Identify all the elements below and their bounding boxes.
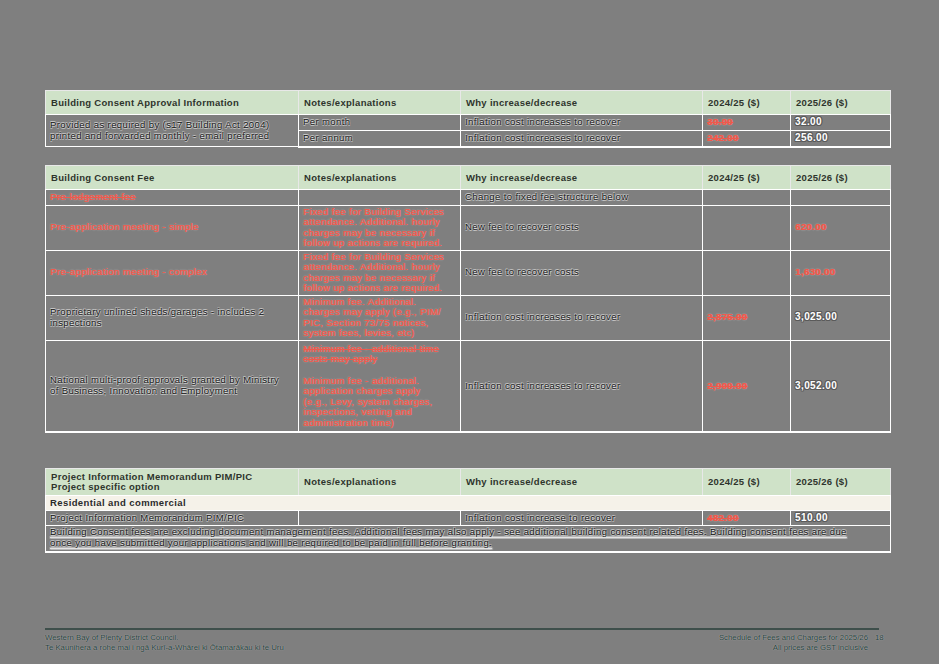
col-notes: Notes/explanations (299, 166, 461, 190)
table1-header-row: Building Consent Approval Information No… (46, 91, 891, 115)
fee-why: Inflation cost increases to recover (461, 340, 703, 432)
fee-notes: Fixed fee for Building Services attendan… (299, 250, 461, 295)
footer-doc-title: Schedule of Fees and Charges for 2025/26 (719, 633, 868, 643)
fee-notes: Per annum (299, 130, 461, 146)
building-consent-fee-table: Building Consent Fee Notes/explanations … (45, 165, 891, 433)
fee-new-value (791, 190, 891, 206)
col-2024: 2024/25 ($) (703, 91, 791, 115)
fee-old-value: 2,875.00 (703, 295, 791, 340)
footer-org: Western Bay of Plenty District Council. … (45, 633, 284, 652)
col-2024: 2024/25 ($) (703, 469, 791, 496)
table-row: Proprietary unlined sheds/garages - incl… (46, 295, 891, 340)
fee-notes-deleted: Minimum fee - additional time costs may … (303, 344, 456, 365)
fee-item-name: Provided as required by (s17 Building Ac… (46, 115, 299, 147)
fee-notes: Minimum fee. Additional. charges may app… (299, 295, 461, 340)
fee-notes: Fixed fee for Building Services attendan… (299, 205, 461, 250)
fee-old-value (703, 190, 791, 206)
table3-title-line2: Project specific option (51, 482, 293, 493)
col-2025: 2025/26 ($) (791, 469, 891, 496)
fee-why: Change to fixed fee structure below (461, 190, 703, 206)
footer-org-maori: Te Kaunihera a rohe mai i ngā Kurī-a-Whā… (45, 643, 284, 653)
fee-new-value: 1,630.00 (791, 250, 891, 295)
fee-old-value (703, 250, 791, 295)
table1-title: Building Consent Approval Information (46, 91, 299, 115)
fee-item-name: Pre-lodgement-fee (46, 190, 299, 206)
table2-title: Building Consent Fee (46, 166, 299, 190)
section-row: Residential and commercial (46, 496, 891, 511)
fee-new-value: 256.00 (791, 130, 891, 146)
fee-item-name: National multi-proof approvals granted b… (46, 340, 299, 432)
fee-new-value: 510.00 (791, 510, 891, 526)
fee-notes-new: Minimum fee - additional. application ch… (303, 376, 456, 429)
fee-new-value: 32.00 (791, 115, 891, 131)
document-page: Building Consent Approval Information No… (0, 0, 939, 664)
col-notes: Notes/explanations (299, 91, 461, 115)
fee-notes (299, 510, 461, 526)
fee-old-value (703, 205, 791, 250)
footnote-text: Building Consent fees are excluding docu… (46, 526, 891, 553)
fee-why: Inflation cost increase to recover (461, 510, 703, 526)
col-2024: 2024/25 ($) (703, 166, 791, 190)
footer-gst-note: All prices are GST inclusive (719, 643, 868, 653)
fee-old-value: 482.00 (703, 510, 791, 526)
col-why: Why increase/decrease (461, 91, 703, 115)
col-why: Why increase/decrease (461, 166, 703, 190)
col-2025: 2025/26 ($) (791, 91, 891, 115)
fee-old-value: 2,900.00 (703, 340, 791, 432)
table-row: Pre-lodgement-fee Change to fixed fee st… (46, 190, 891, 206)
section-title: Residential and commercial (46, 496, 891, 511)
col-notes: Notes/explanations (299, 469, 461, 496)
table3-title: Project Information Memorandum PIM/PIC P… (46, 469, 299, 496)
fee-why: New fee to recover costs (461, 205, 703, 250)
fee-why: Inflation cost increases to recover (461, 115, 703, 131)
footer-doc: Schedule of Fees and Charges for 2025/26… (719, 633, 868, 652)
footer-rule (45, 628, 879, 630)
table-row: Provided as required by (s17 Building Ac… (46, 115, 891, 131)
fee-notes: Per month (299, 115, 461, 131)
fee-new-value: 620.00 (791, 205, 891, 250)
table-row: Pre-application meeting - complex Fixed … (46, 250, 891, 295)
col-2025: 2025/26 ($) (791, 166, 891, 190)
fee-why: New fee to recover costs (461, 250, 703, 295)
fee-old-value: 242.00 (703, 130, 791, 146)
table-row: National multi-proof approvals granted b… (46, 340, 891, 432)
fee-item-name: Pre-application meeting - simple (46, 205, 299, 250)
fee-item-name: Proprietary unlined sheds/garages - incl… (46, 295, 299, 340)
table-row: Project Information Memorandum PIM/PIC I… (46, 510, 891, 526)
table3-header-row: Project Information Memorandum PIM/PIC P… (46, 469, 891, 496)
fee-why: Inflation cost increases to recover (461, 295, 703, 340)
footer-page-number: 18 (875, 633, 884, 642)
fee-item-name: Pre-application meeting - complex (46, 250, 299, 295)
fee-notes: Minimum fee - additional time costs may … (299, 340, 461, 432)
fee-notes (299, 190, 461, 206)
pim-pic-table: Project Information Memorandum PIM/PIC P… (45, 468, 891, 553)
building-consent-approval-info-table: Building Consent Approval Information No… (45, 90, 891, 148)
fee-item-name: Project Information Memorandum PIM/PIC (46, 510, 299, 526)
col-why: Why increase/decrease (461, 469, 703, 496)
fee-new-value: 3,025.00 (791, 295, 891, 340)
footnote-row: Building Consent fees are excluding docu… (46, 526, 891, 553)
fee-new-value: 3,052.00 (791, 340, 891, 432)
table-row: Pre-application meeting - simple Fixed f… (46, 205, 891, 250)
fee-old-value: 30.00 (703, 115, 791, 131)
footer-org-name: Western Bay of Plenty District Council. (45, 633, 284, 643)
table2-header-row: Building Consent Fee Notes/explanations … (46, 166, 891, 190)
fee-why: Inflation cost increases to recover (461, 130, 703, 146)
